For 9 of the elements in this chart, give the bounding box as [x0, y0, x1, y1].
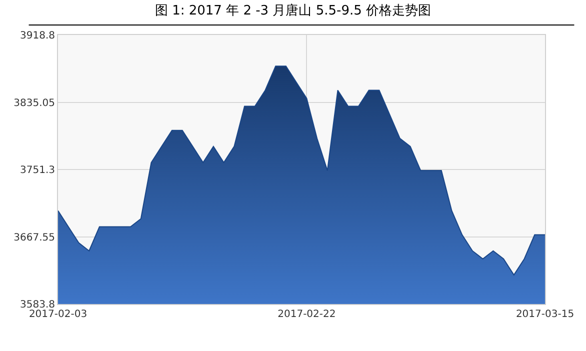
x-tick-label: 2017-02-03	[28, 309, 88, 320]
y-tick-label: 3667.55	[14, 232, 55, 244]
x-tick-label: 2017-03-15	[516, 309, 574, 320]
y-tick-label: 3583.8	[20, 300, 55, 310]
x-tick-label: 2017-02-22	[278, 309, 336, 320]
y-tick-label: 3918.8	[20, 30, 55, 42]
y-tick-label: 3835.05	[14, 98, 55, 109]
chart-title: 图 1: 2017 年 2 -3 月唐山 5.5-9.5 价格走势图	[154, 3, 432, 18]
y-tick-label: 3751.3	[20, 165, 55, 176]
